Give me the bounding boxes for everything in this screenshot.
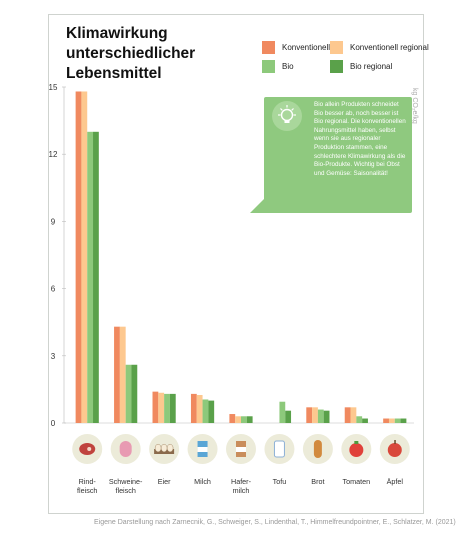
y-tick-label: 0 <box>51 419 56 428</box>
source-citation: Eigene Darstellung nach Zarnecnik, G., S… <box>94 519 456 526</box>
bar-8-0 <box>383 418 389 423</box>
steak-icon <box>72 434 103 464</box>
bar-2-1 <box>158 392 165 423</box>
legend-item-bio-regional: Bio regional <box>330 60 392 73</box>
bar-4-3 <box>246 416 253 423</box>
oat-milk-icon <box>226 434 256 464</box>
bar-5-3 <box>285 410 292 423</box>
legend-item-bio: Bio <box>262 60 294 73</box>
x-tick-label: Tofu <box>273 477 287 486</box>
y-tick-label: 15 <box>49 83 58 92</box>
x-tick-label: Milch <box>194 477 211 486</box>
legend-swatch <box>262 41 275 54</box>
bar-0-3 <box>93 131 99 424</box>
milk-carton-icon <box>187 434 218 464</box>
bar-6-0 <box>306 407 313 423</box>
x-tick-label: Äpfel <box>387 477 404 486</box>
bar-0-1 <box>81 91 88 423</box>
bar-0-0 <box>75 91 82 423</box>
x-tick-label: Brot <box>311 477 324 486</box>
bar-8-1 <box>388 418 395 423</box>
x-tick-label: Tomaten <box>343 477 371 486</box>
bar-3-0 <box>190 393 197 423</box>
legend-item-konventionell-regional: Konventionell regional <box>330 41 429 54</box>
sausage-icon <box>110 434 141 464</box>
legend-label: Konventionell regional <box>350 43 429 52</box>
y-tick-label: 12 <box>49 150 58 159</box>
bar-3-3 <box>208 400 215 423</box>
x-tick-label: Rind-fleisch <box>77 477 97 495</box>
legend-swatch <box>330 41 343 54</box>
bar-7-3 <box>362 418 368 423</box>
callout-text: Bio allein Produkten schneidet Bio besse… <box>314 101 406 177</box>
bar-7-1 <box>350 407 357 423</box>
bar-8-3 <box>400 418 407 423</box>
tomato-icon <box>341 434 372 464</box>
apple-icon <box>379 434 410 464</box>
y-tick-label: 6 <box>51 285 56 294</box>
legend-swatch <box>330 60 343 73</box>
bar-3-1 <box>196 395 203 423</box>
x-tick-label: Eier <box>158 477 171 486</box>
legend-label: Bio <box>282 62 294 71</box>
x-tick-label: Hafer-milch <box>231 477 252 495</box>
bar-0-2 <box>87 131 94 424</box>
callout-tail <box>250 195 268 213</box>
legend-label: Konventionell <box>282 43 331 52</box>
legend-item-konventionell: Konventionell <box>262 41 330 54</box>
bar-4-2 <box>241 416 247 423</box>
bar-8-2 <box>394 418 401 423</box>
chart-title: Klimawirkung unterschiedlicher Lebensmit… <box>66 25 196 82</box>
bar-2-0 <box>152 391 159 423</box>
bar-7-0 <box>344 407 351 423</box>
bar-1-2 <box>125 364 132 423</box>
lightbulb-icon <box>272 101 302 131</box>
bar-7-2 <box>356 416 363 423</box>
bar-2-3 <box>169 393 176 423</box>
bar-4-0 <box>229 414 236 423</box>
bread-icon <box>302 434 333 464</box>
bar-6-2 <box>317 409 324 423</box>
bar-5-2 <box>279 401 286 423</box>
bar-3-2 <box>202 399 209 423</box>
bar-2-2 <box>164 393 170 423</box>
bar-1-0 <box>114 326 120 423</box>
bar-4-1 <box>235 416 241 423</box>
legend-swatch <box>262 60 275 73</box>
x-tick-label: Schweine-fleisch <box>109 477 143 495</box>
y-tick-label: 3 <box>51 352 56 361</box>
eggs-icon <box>149 434 180 464</box>
bar-1-3 <box>131 364 138 423</box>
bar-6-3 <box>323 410 330 423</box>
tofu-icon <box>264 434 295 464</box>
bar-6-1 <box>312 407 318 423</box>
bar-1-1 <box>119 326 126 423</box>
legend-label: Bio regional <box>350 62 393 71</box>
y-tick-label: 9 <box>51 217 56 226</box>
info-callout: Bio allein Produkten schneidet Bio besse… <box>250 97 412 215</box>
